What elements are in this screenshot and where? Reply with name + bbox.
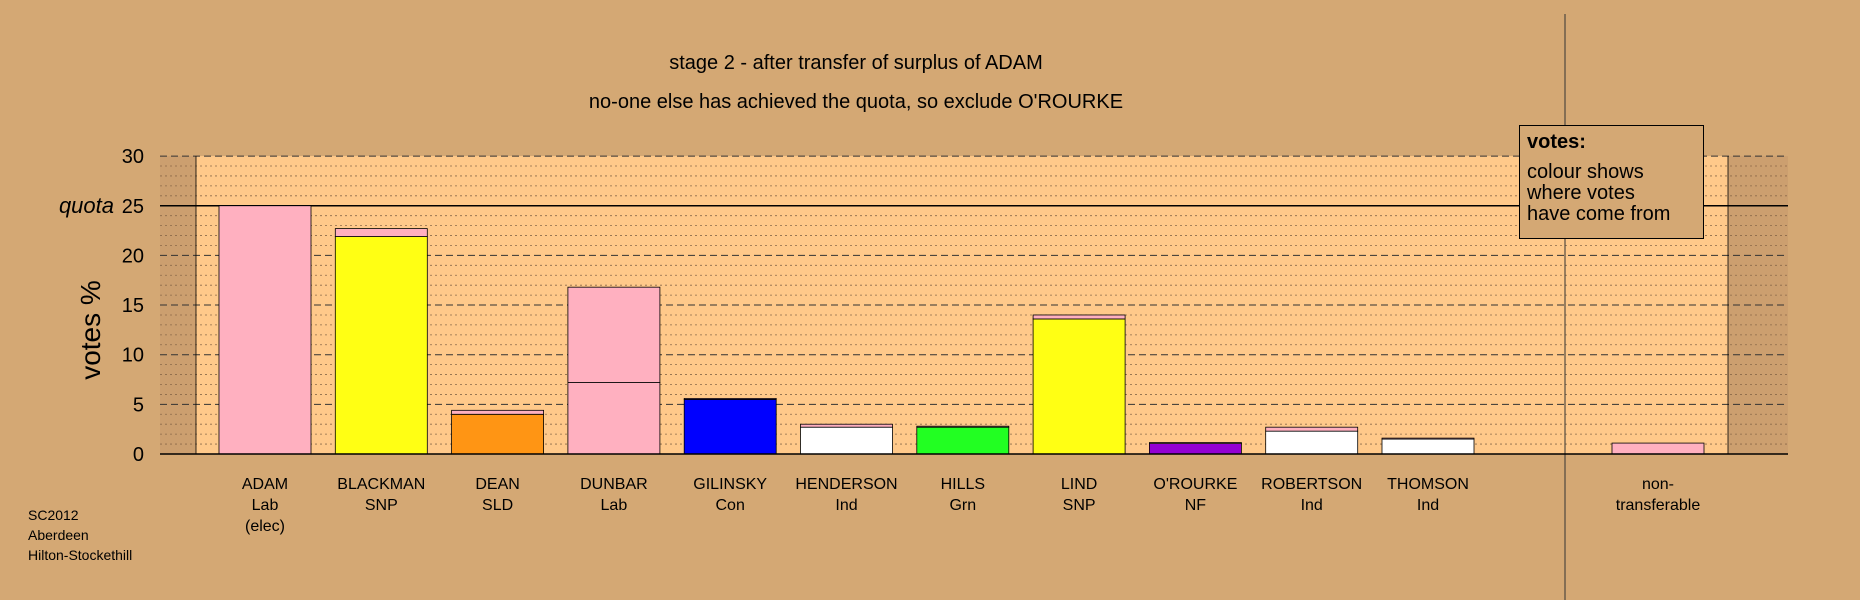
y-tick-label: 20 xyxy=(122,245,144,267)
candidate-label-line: Ind xyxy=(1300,497,1323,514)
non-transferable-label: non-transferable xyxy=(1598,474,1718,516)
bar-segment xyxy=(1611,442,1705,455)
legend-heading: votes: xyxy=(1527,131,1586,153)
candidate-label-line: LIND xyxy=(1060,476,1098,493)
candidate-label-line: GILINSKY xyxy=(693,476,768,493)
candidate-label-line: SNP xyxy=(1062,497,1096,514)
bar-segment xyxy=(1149,442,1242,455)
footer-caption: SC2012 Aberdeen Hilton-Stockethill xyxy=(28,505,132,565)
bar-segment xyxy=(1265,426,1359,432)
candidate-label: DUNBAR Lab xyxy=(554,474,674,516)
bar-segment xyxy=(1032,314,1126,320)
candidate-label-line: (elec) xyxy=(244,518,285,535)
candidate-label-line: HENDERSON xyxy=(795,476,898,493)
candidate-label-line: THOMSON xyxy=(1387,476,1469,493)
candidate-label-line: Lab xyxy=(251,497,279,514)
footer-election: SC2012 xyxy=(28,507,79,523)
candidate-label: LIND SNP xyxy=(1019,474,1139,516)
candidate-label-line: SNP xyxy=(364,497,398,514)
candidate-label: THOMSON Ind xyxy=(1368,474,1488,516)
candidate-label: HILLS Grn xyxy=(903,474,1023,516)
candidate-label-line: Con xyxy=(715,497,745,514)
candidate-label-line: Ind xyxy=(1416,497,1440,514)
candidate-label: HENDERSON Ind xyxy=(787,474,907,516)
candidate-label-line: SLD xyxy=(482,497,514,514)
candidate-label-line: Grn xyxy=(949,497,977,514)
y-tick-label: 5 xyxy=(133,394,144,416)
footer-council: Aberdeen xyxy=(28,527,89,543)
bar-segment xyxy=(1265,430,1359,455)
bar-segment xyxy=(567,286,661,383)
candidate-label-line: Lab xyxy=(600,497,628,514)
bar-segment xyxy=(800,423,893,428)
candidate-label: BLACKMAN SNP xyxy=(321,474,441,516)
bar-segment xyxy=(1381,437,1475,440)
y-tick-label: 0 xyxy=(133,444,144,466)
bar-segment xyxy=(218,205,312,455)
candidate-label: GILINSKY Con xyxy=(670,474,790,516)
candidate-label-line: ROBERTSON xyxy=(1261,476,1363,493)
candidate-label-line: transferable xyxy=(1615,497,1701,514)
bar-segment xyxy=(334,236,428,455)
bar-segment xyxy=(1032,318,1126,455)
candidate-label-line: Ind xyxy=(835,497,858,514)
y-tick-label: 10 xyxy=(122,345,144,367)
candidate-label-line: O'ROURKE xyxy=(1153,476,1238,493)
candidate-label-line: NF xyxy=(1184,497,1207,514)
bar-segment xyxy=(334,228,428,237)
legend-line: colour shows xyxy=(1527,161,1644,183)
bar-segment xyxy=(800,426,893,455)
y-tick-label: 15 xyxy=(122,295,144,317)
bar-segment xyxy=(451,413,545,455)
bar-segment xyxy=(1381,438,1475,455)
candidate-label: ADAM Lab (elec) xyxy=(205,474,325,537)
y-axis-label: votes % xyxy=(75,280,106,380)
candidate-label-line: DUNBAR xyxy=(580,476,648,493)
legend-line: where votes xyxy=(1527,182,1635,204)
legend-box: votes: colour shows where votes have com… xyxy=(1519,125,1704,239)
candidate-label-line: DEAN xyxy=(475,476,520,493)
candidate-label-line: BLACKMAN xyxy=(337,476,426,493)
y-tick-label: 30 xyxy=(122,146,144,168)
bar-segment xyxy=(916,425,1010,428)
chart-title: stage 2 - after transfer of surplus of A… xyxy=(669,52,1043,74)
footer-ward: Hilton-Stockethill xyxy=(28,547,133,563)
bar-segment xyxy=(451,409,545,415)
quota-label: quota xyxy=(59,193,114,218)
bar-segment xyxy=(916,426,1010,455)
candidate-label-line: non- xyxy=(1641,476,1675,493)
candidate-label: O'ROURKE NF xyxy=(1135,474,1255,516)
bar-segment xyxy=(683,398,777,455)
y-tick-label: 25 xyxy=(122,196,144,218)
bar-segment xyxy=(567,382,661,455)
candidate-label-line: ADAM xyxy=(241,476,289,493)
bar-segment xyxy=(1149,442,1242,444)
bar-segment xyxy=(683,397,777,400)
candidate-label-line: HILLS xyxy=(940,476,986,493)
chart-subtitle: no-one else has achieved the quota, so e… xyxy=(588,91,1124,113)
legend-line: have come from xyxy=(1527,203,1671,225)
candidate-label: DEAN SLD xyxy=(438,474,558,516)
candidate-label: ROBERTSON Ind xyxy=(1252,474,1372,516)
